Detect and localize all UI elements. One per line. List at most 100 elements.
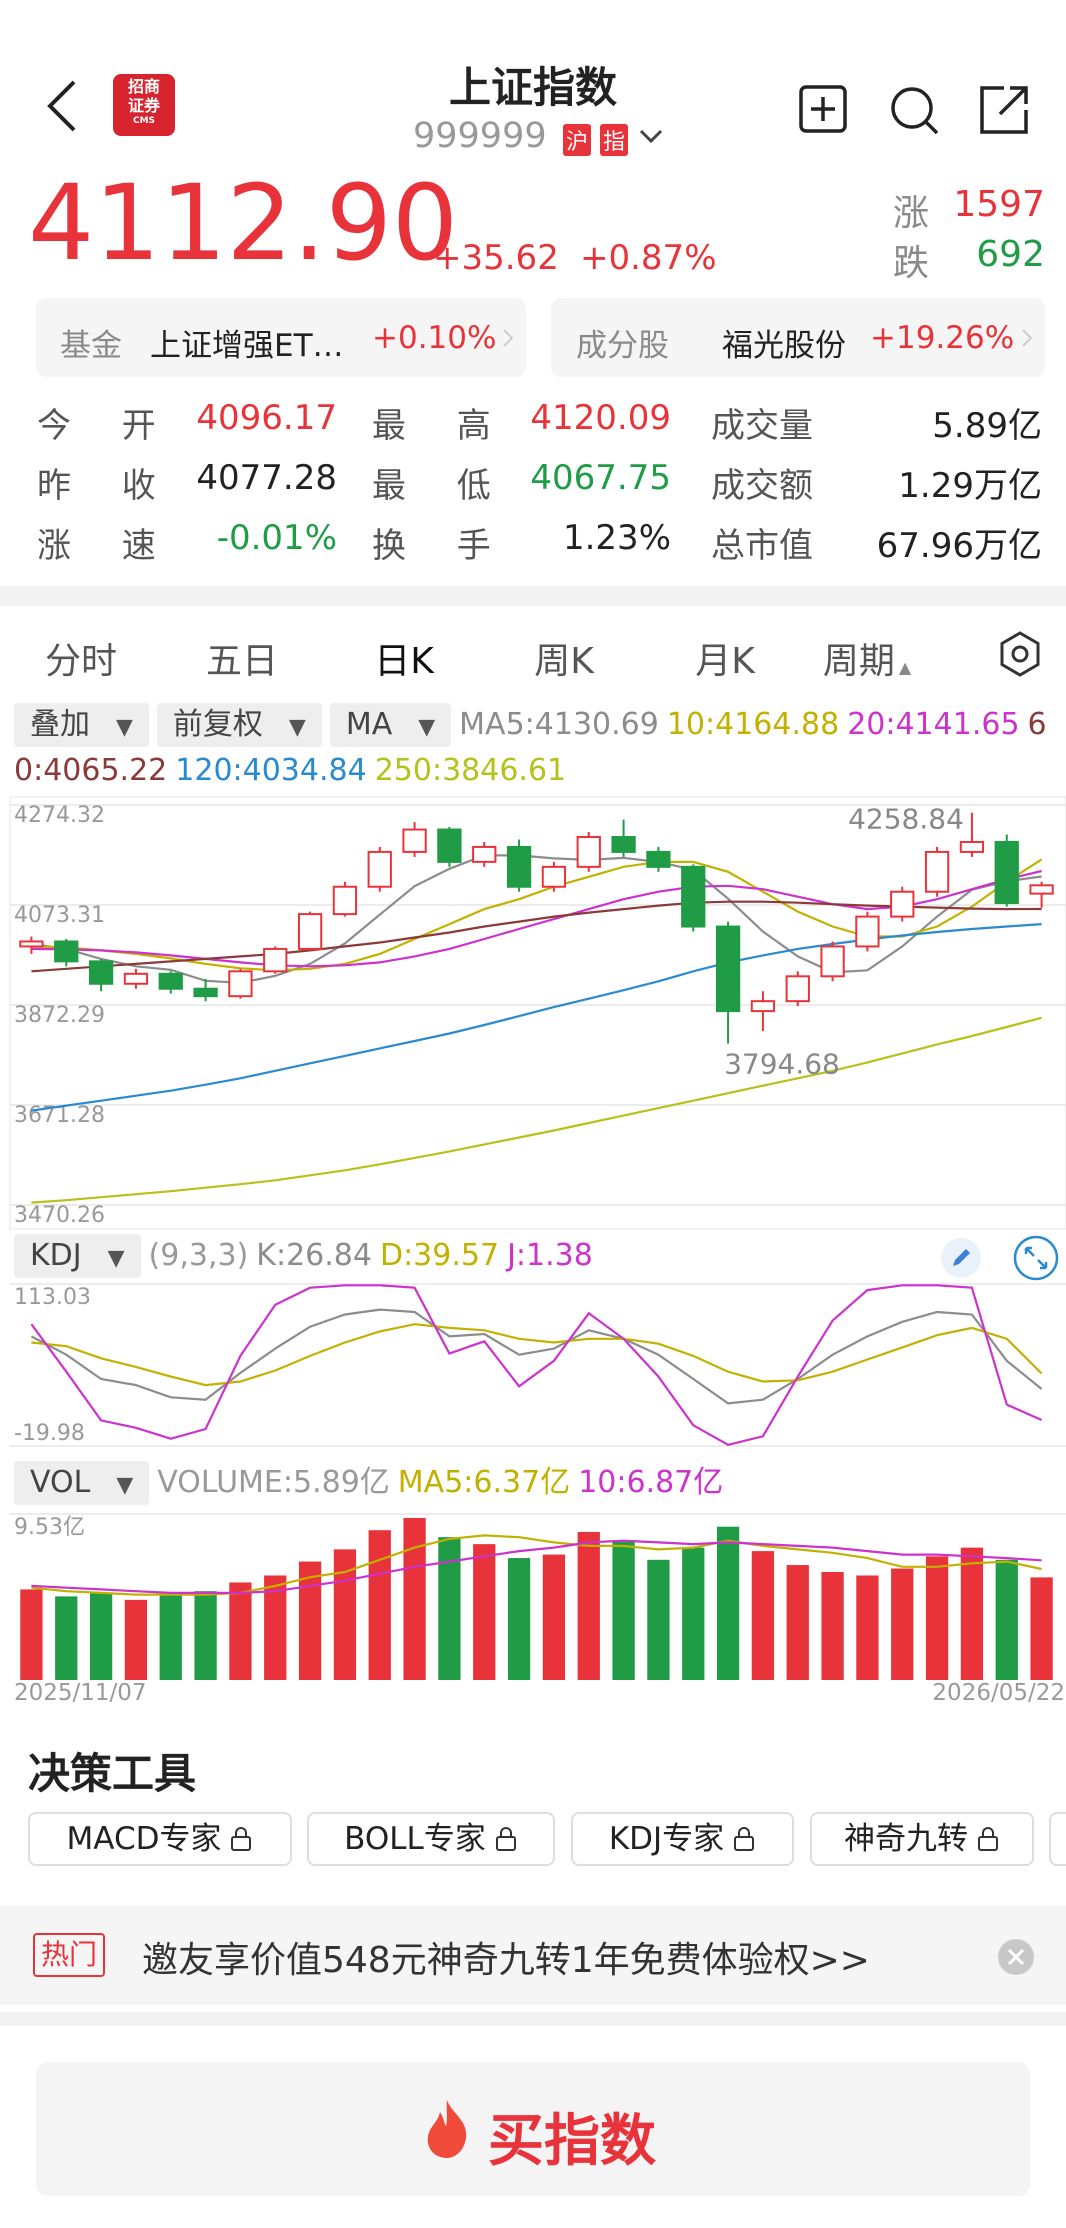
volume-bar	[716, 1526, 740, 1680]
indicator-selector[interactable]: VOL ▼	[14, 1461, 150, 1505]
stat-value: 4120.09	[530, 398, 671, 438]
close-banner[interactable]	[996, 1937, 1036, 1977]
indicator-selector[interactable]: 前复权 ▼	[156, 703, 322, 747]
stat-label: 最 高	[372, 406, 491, 446]
volume-bar	[995, 1559, 1018, 1680]
candle-body	[855, 915, 880, 948]
buy-index-button[interactable]: 买指数	[36, 2062, 1030, 2196]
indicator-selector[interactable]: MA ▼	[329, 703, 452, 747]
indicator-line	[31, 1016, 1042, 1204]
fund-card[interactable]: 基金 上证增强ET… +0.10%	[36, 298, 526, 377]
candle-body	[820, 945, 845, 978]
share-icon[interactable]	[978, 84, 1030, 136]
candle-body	[994, 840, 1019, 905]
lock-icon	[495, 1827, 516, 1851]
volume-bar	[298, 1561, 322, 1680]
last-price: 4112.90	[28, 162, 459, 284]
x-tick-label: 2025/11/07	[14, 1680, 147, 1706]
edit-icon[interactable]	[940, 1237, 982, 1279]
volume-bar	[124, 1599, 148, 1680]
legend-item: (9,3,3)	[148, 1238, 249, 1273]
indicator-selector[interactable]: KDJ ▼	[14, 1234, 141, 1278]
period-tab[interactable]: 周期 ▲	[822, 641, 912, 682]
tool-button[interactable]: 神奇九转	[810, 1812, 1034, 1866]
y-tick-label: 4073.31	[14, 903, 105, 928]
tool-button[interactable]: MACD专家	[28, 1812, 292, 1866]
volume-bar	[751, 1551, 775, 1680]
candle-body	[611, 835, 636, 853]
volume-bar	[89, 1592, 113, 1680]
indicator-line	[30, 1308, 1043, 1405]
indicator-line	[30, 1284, 1043, 1446]
lock-body	[978, 1836, 998, 1851]
volume-bar	[20, 1589, 43, 1680]
volume-bar	[786, 1565, 809, 1680]
period-tab[interactable]: 月K	[695, 641, 755, 682]
candle-body	[959, 840, 985, 853]
volume-bar	[507, 1558, 531, 1680]
selector-label: 叠加	[30, 707, 90, 742]
card-percent: +0.10%	[372, 320, 497, 356]
candle-body	[263, 947, 288, 973]
candle-body	[681, 865, 706, 928]
expand-icon[interactable]	[1012, 1234, 1060, 1282]
indicator-selector[interactable]: 叠加 ▼	[14, 703, 149, 747]
selector-arrow: ▼	[116, 1473, 134, 1498]
vol-indicator-row: VOL ▼ VOLUME:5.89亿 MA5:6.37亿 10:6.87亿	[14, 1460, 1054, 1506]
card-name: 上证增强ET…	[150, 328, 344, 364]
period-tab[interactable]: 周K	[534, 641, 594, 682]
volume-bar	[473, 1544, 496, 1680]
rise-label: 涨	[893, 193, 930, 234]
volume-bar	[542, 1554, 566, 1680]
selector-arrow: ▼	[107, 1246, 125, 1271]
low-annotation: 3794.68	[724, 1048, 840, 1081]
component-card[interactable]: 成分股 福光股份 +19.26%	[551, 298, 1045, 377]
card-label: 基金	[60, 328, 122, 364]
indicator-line	[31, 854, 1042, 984]
fall-count: 692	[976, 234, 1045, 275]
back-button[interactable]	[40, 76, 84, 136]
volume-bar	[438, 1537, 461, 1680]
legend-item: 60:4065.22	[14, 707, 1047, 788]
y-tick-label: -19.98	[14, 1421, 85, 1446]
candle-body	[158, 972, 183, 990]
section-divider	[0, 586, 1066, 606]
selector-label: 前复权	[172, 707, 263, 742]
tool-button-partial[interactable]	[1049, 1812, 1066, 1866]
legend-item: VOLUME:5.89亿	[157, 1465, 390, 1500]
volume-bar	[612, 1540, 635, 1680]
stat-label: 换 手	[372, 526, 491, 566]
candle-body	[715, 925, 741, 1013]
search-icon[interactable]	[888, 84, 940, 136]
add-watchlist-icon[interactable]	[798, 84, 848, 134]
volume-bar	[891, 1568, 914, 1680]
candle-body	[750, 1000, 776, 1013]
volume-bar	[159, 1594, 182, 1680]
percent-change: +0.87%	[580, 238, 717, 278]
page-title: 上证指数	[448, 63, 617, 112]
promo-text: 邀友享价值548元神奇九转1年免费体验权>>	[142, 1940, 870, 1981]
tool-button[interactable]: BOLL专家	[307, 1812, 555, 1866]
volume-chart: 9.53亿 2025/11/07 2026/05/22	[10, 1513, 1066, 1706]
promo-banner[interactable]: 热门 邀友享价值548元神奇九转1年免费体验权>>	[0, 1905, 1066, 2005]
tool-label: BOLL专家	[344, 1821, 486, 1857]
period-tab[interactable]: 日K	[374, 641, 434, 682]
lock-shackle	[235, 1827, 248, 1837]
lock-body	[495, 1836, 516, 1851]
candle-body	[19, 940, 44, 948]
period-tab[interactable]: 分时	[44, 641, 118, 682]
logo-text: 招商	[127, 77, 160, 96]
candle-body	[924, 850, 950, 893]
settings-icon[interactable]	[996, 630, 1044, 678]
legend-item: K:26.84	[256, 1238, 372, 1273]
price-change: +35.62	[433, 238, 559, 278]
selector-label: MA	[345, 707, 393, 742]
dropdown-arrow[interactable]	[638, 126, 664, 146]
tool-label: 神奇九转	[844, 1821, 968, 1857]
period-tab[interactable]: 五日	[205, 641, 279, 682]
logo-text: CMS	[132, 116, 156, 126]
market-tag: 沪	[563, 124, 592, 156]
stock-code: 999999	[413, 116, 547, 156]
tool-button[interactable]: KDJ专家	[571, 1812, 794, 1866]
